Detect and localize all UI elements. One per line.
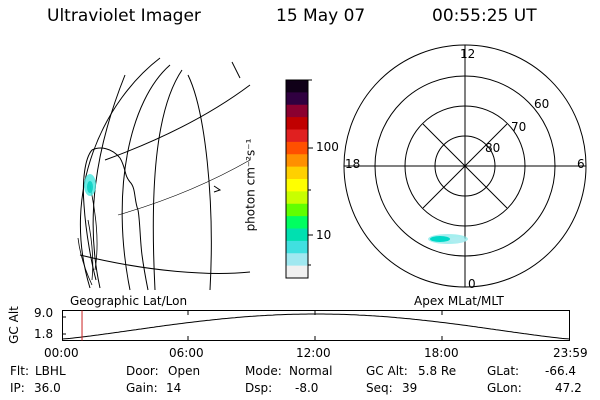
flt-label: Flt:	[10, 364, 29, 378]
door-label: Door:	[126, 364, 159, 378]
glat-value: -66.4	[545, 364, 577, 378]
mlt-label-6: 6	[577, 157, 585, 171]
colorbar-cell	[286, 80, 308, 93]
coastline	[87, 184, 98, 281]
glat-label: GLat:	[487, 364, 520, 378]
meridian-line	[92, 74, 126, 289]
colorbar-cell	[286, 129, 308, 143]
orbit-xtick-1800: 18:00	[424, 346, 459, 360]
colorbar-cell	[286, 240, 308, 254]
colorbar-cell	[286, 265, 308, 279]
meridian-line	[121, 64, 171, 291]
parallel-line	[117, 159, 251, 216]
coastline	[82, 147, 149, 291]
orbit-axis-title: GC Alt	[6, 306, 21, 344]
instrument-title: Ultraviolet Imager	[47, 6, 201, 26]
flt-value: LBHL	[35, 364, 66, 378]
observation-date: 15 May 07	[276, 6, 366, 26]
colorbar-cell	[286, 191, 308, 205]
observation-time: 00:55:25 UT	[432, 6, 537, 26]
colorbar-cell	[286, 166, 308, 180]
mlt-label-18: 18	[345, 157, 361, 171]
meridian-line	[152, 69, 183, 291]
orbit-xtick-0600: 06:00	[169, 346, 204, 360]
seq-label: Seq:	[366, 381, 393, 395]
parallel-line	[104, 84, 251, 161]
apex-polar-plot	[343, 44, 587, 288]
orbit-xtick-0000: 00:00	[44, 346, 79, 360]
gain-value: 14	[166, 381, 182, 395]
mode-value: Normal	[289, 364, 333, 378]
apex-panel-label: Apex MLat/MLT	[414, 294, 504, 308]
ip-label: IP:	[10, 381, 25, 395]
meridian-line	[79, 57, 161, 289]
colorbar-cell	[286, 92, 308, 106]
colorbar-cell	[286, 253, 308, 267]
orbit-ytick-9: 9.0	[34, 306, 54, 320]
colorbar-cell	[286, 216, 308, 229]
geo-panel-label: Geographic Lat/Lon	[70, 294, 188, 308]
colorbar-tick-10: 10	[316, 228, 332, 242]
dsp-value: -8.0	[295, 381, 319, 395]
colorbar-cell	[286, 141, 308, 155]
mode-label: Mode:	[245, 364, 282, 378]
colorbar-cell	[286, 203, 308, 217]
meridian-line	[187, 74, 212, 291]
glon-label: GLon:	[487, 381, 522, 395]
colorbar-cell	[286, 117, 308, 130]
parallel-line	[79, 254, 251, 274]
mlat-label-60: 60	[534, 97, 550, 111]
orbit-xtick-1200: 12:00	[296, 346, 331, 360]
seq-value: 39	[402, 381, 418, 395]
gc-alt-value: 5.8 Re	[418, 364, 457, 378]
door-value: Open	[168, 364, 201, 378]
ip-value: 36.0	[34, 381, 61, 395]
orbit-xtick-2359: 23:59	[553, 346, 588, 360]
colorbar-cell	[286, 228, 308, 242]
mlat-label-70: 70	[511, 120, 527, 134]
colorbar-cell	[286, 104, 308, 118]
mlt-label-12: 12	[460, 47, 476, 61]
orbit-ytick-1-8: 1.8	[34, 327, 54, 341]
colorbar-tick-100: 100	[316, 140, 339, 154]
mlt-label-0: 0	[468, 277, 476, 291]
geographic-map	[77, 57, 251, 291]
glon-value: 47.2	[555, 381, 582, 395]
colorbar-cell	[286, 179, 308, 192]
colorbar-unit-label: photon cm⁻²s⁻¹	[243, 138, 258, 232]
gc-alt-label: GC Alt:	[366, 364, 408, 378]
dsp-label: Dsp:	[245, 381, 273, 395]
altitude-curve	[62, 313, 570, 340]
gain-label: Gain:	[126, 381, 158, 395]
colorbar-cell	[286, 154, 308, 168]
orbit-altitude-strip	[62, 310, 570, 341]
mlat-label-80: 80	[485, 141, 501, 155]
colorbar	[285, 79, 313, 279]
